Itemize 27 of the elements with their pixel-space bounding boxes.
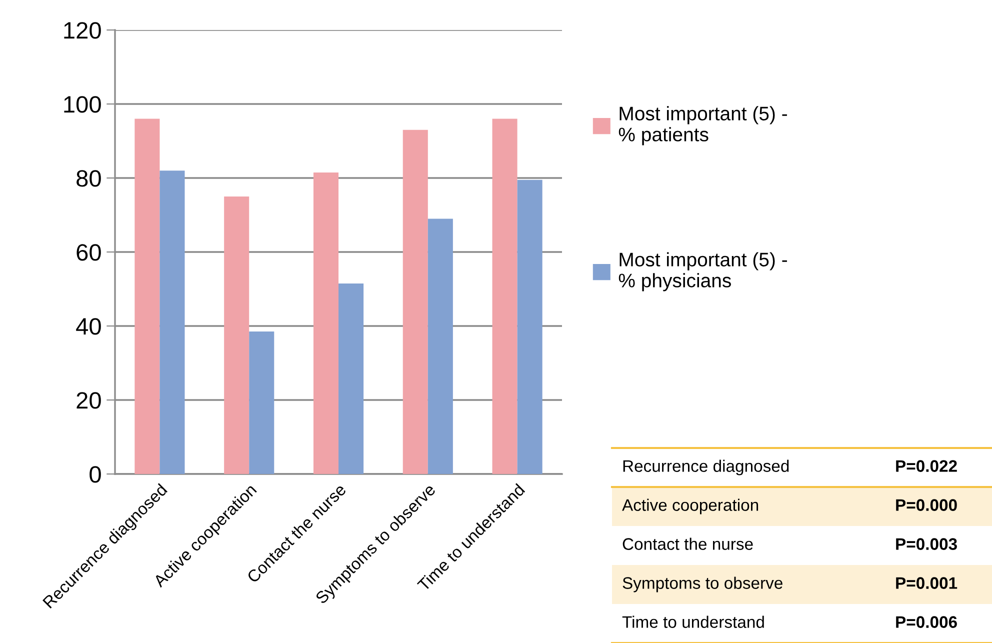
bar (249, 332, 274, 474)
text: P=0.001 (896, 577, 958, 589)
bar (338, 283, 364, 474)
y-tick-label: 40 (76, 318, 101, 335)
text: Time to understand (622, 616, 764, 628)
y-tick-label: 60 (76, 244, 101, 261)
y-tick-label: 0 (90, 466, 101, 483)
text: P=0.022 (896, 460, 957, 472)
y-tick-label: 80 (76, 170, 101, 187)
bar (134, 118, 160, 474)
legend-label: Most important (5) - % physicians (618, 252, 787, 292)
text: P=0.006 (896, 616, 957, 628)
text: Recurrence diagnosed (623, 460, 789, 476)
y-tick-label: 100 (64, 96, 101, 113)
y-tick-label: 20 (76, 392, 101, 409)
text: Active cooperation (622, 498, 758, 514)
bar (313, 172, 338, 474)
text: P=0.000 (896, 499, 957, 511)
bar (224, 196, 250, 474)
bar (492, 118, 518, 474)
y-tick-label: 120 (64, 22, 101, 39)
text: P=0.003 (896, 538, 957, 550)
legend-label: Most important (5) - % patients (618, 106, 787, 146)
bar (428, 218, 453, 474)
bar (517, 180, 542, 474)
bar (402, 130, 428, 474)
bar (160, 170, 185, 474)
